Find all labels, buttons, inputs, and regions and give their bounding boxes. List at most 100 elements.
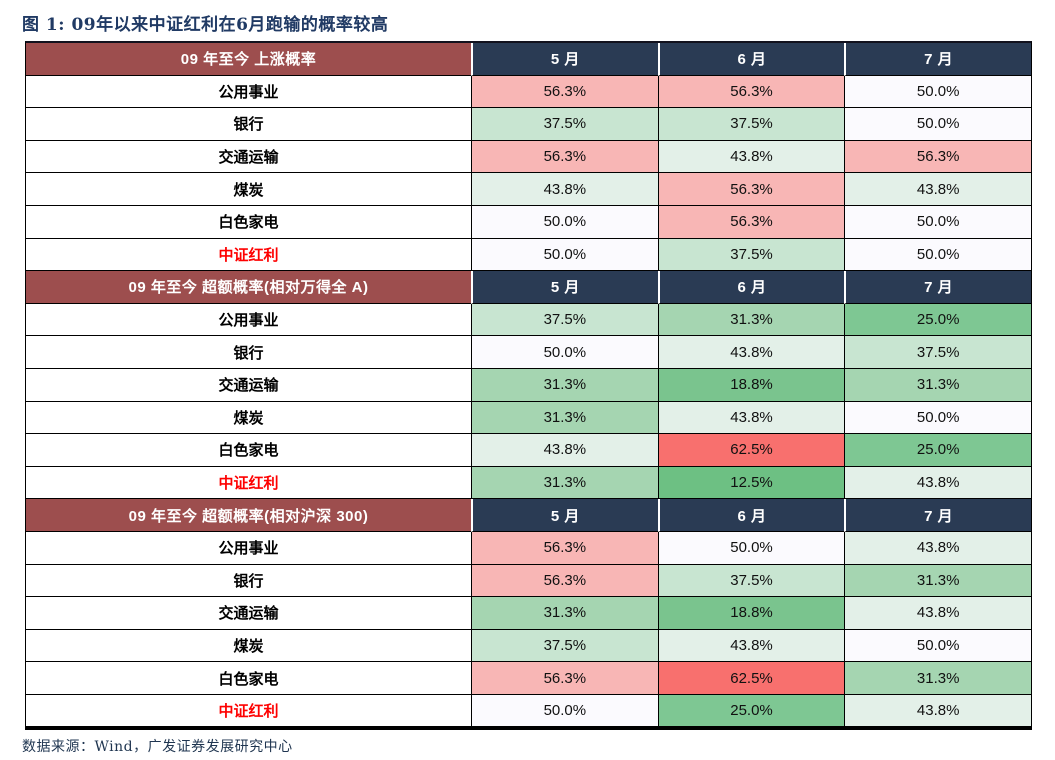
table-row: 公用事业 56.3% 50.0% 43.8% (26, 531, 1032, 565)
value-cell: 50.0% (844, 205, 1032, 239)
value-cell: 56.3% (657, 75, 845, 109)
value-cell: 50.0% (844, 401, 1032, 435)
row-label-cell: 白色家电 (26, 434, 471, 467)
value-cell: 50.0% (471, 694, 658, 728)
month-header-cell: 6 月 (657, 499, 845, 532)
value-cell: 43.8% (844, 694, 1032, 728)
row-label-cell: 中证红利 (26, 238, 471, 272)
table-row: 中证红利 50.0% 37.5% 50.0% (26, 238, 1032, 272)
table-row: 煤炭 43.8% 56.3% 43.8% (26, 173, 1032, 206)
section-title-cell: 09 年至今 上涨概率 (26, 43, 471, 76)
value-cell: 25.0% (844, 434, 1032, 467)
value-cell: 31.3% (471, 368, 658, 402)
table-row: 煤炭 31.3% 43.8% 50.0% (26, 401, 1032, 435)
row-label-cell: 公用事业 (26, 75, 471, 109)
row-label-cell: 交通运输 (26, 140, 471, 174)
value-cell: 50.0% (471, 238, 658, 272)
value-cell: 18.8% (657, 597, 845, 630)
value-cell: 43.8% (844, 466, 1032, 500)
row-label-cell: 煤炭 (26, 629, 471, 663)
value-cell: 56.3% (471, 140, 658, 174)
value-cell: 62.5% (657, 662, 845, 695)
row-label-cell: 中证红利 (26, 694, 471, 728)
section-title-cell: 09 年至今 超额概率(相对万得全 A) (26, 271, 471, 304)
value-cell: 37.5% (844, 336, 1032, 369)
table-row: 白色家电 56.3% 62.5% 31.3% (26, 662, 1032, 695)
value-cell: 37.5% (471, 629, 658, 663)
table-row: 银行 50.0% 43.8% 37.5% (26, 336, 1032, 369)
value-cell: 43.8% (657, 336, 845, 369)
figure-title: 图 1: 09年以来中证红利在6月跑输的概率较高 (22, 15, 389, 35)
value-cell: 37.5% (471, 303, 658, 337)
value-cell: 12.5% (657, 466, 845, 500)
row-label-cell: 银行 (26, 336, 471, 369)
value-cell: 37.5% (657, 564, 845, 598)
value-cell: 50.0% (844, 629, 1032, 663)
section-title-cell: 09 年至今 超额概率(相对沪深 300) (26, 499, 471, 532)
month-header-cell: 5 月 (471, 271, 658, 304)
table-row: 中证红利 31.3% 12.5% 43.8% (26, 466, 1032, 500)
value-cell: 56.3% (657, 173, 845, 206)
table-row: 中证红利 50.0% 25.0% 43.8% (26, 694, 1032, 728)
table-row: 白色家电 50.0% 56.3% 50.0% (26, 205, 1032, 239)
value-cell: 31.3% (657, 303, 845, 337)
value-cell: 43.8% (844, 597, 1032, 630)
row-label-cell: 中证红利 (26, 466, 471, 500)
value-cell: 43.8% (844, 173, 1032, 206)
value-cell: 31.3% (471, 401, 658, 435)
row-label-cell: 交通运输 (26, 368, 471, 402)
value-cell: 56.3% (471, 564, 658, 598)
value-cell: 31.3% (471, 597, 658, 630)
value-cell: 43.8% (471, 434, 658, 467)
month-header-cell: 7 月 (844, 271, 1032, 304)
value-cell: 50.0% (657, 531, 845, 565)
row-label-cell: 公用事业 (26, 303, 471, 337)
row-label-cell: 白色家电 (26, 662, 471, 695)
table-row: 银行 37.5% 37.5% 50.0% (26, 108, 1032, 141)
value-cell: 56.3% (657, 205, 845, 239)
table-row: 交通运输 56.3% 43.8% 56.3% (26, 140, 1032, 174)
table-row: 公用事业 56.3% 56.3% 50.0% (26, 75, 1032, 109)
table-row: 白色家电 43.8% 62.5% 25.0% (26, 434, 1032, 467)
value-cell: 25.0% (657, 694, 845, 728)
value-cell: 25.0% (844, 303, 1032, 337)
value-cell: 50.0% (844, 75, 1032, 109)
value-cell: 31.3% (471, 466, 658, 500)
row-label-cell: 煤炭 (26, 401, 471, 435)
value-cell: 50.0% (844, 238, 1032, 272)
row-label-cell: 银行 (26, 564, 471, 598)
month-header-cell: 5 月 (471, 499, 658, 532)
month-header-cell: 6 月 (657, 43, 845, 76)
row-label-cell: 交通运输 (26, 597, 471, 630)
value-cell: 31.3% (844, 564, 1032, 598)
value-cell: 37.5% (471, 108, 658, 141)
value-cell: 50.0% (844, 108, 1032, 141)
month-header-cell: 6 月 (657, 271, 845, 304)
row-label-cell: 煤炭 (26, 173, 471, 206)
value-cell: 43.8% (844, 531, 1032, 565)
table-row: 交通运输 31.3% 18.8% 31.3% (26, 368, 1032, 402)
month-header-cell: 7 月 (844, 499, 1032, 532)
value-cell: 56.3% (471, 662, 658, 695)
table-row: 银行 56.3% 37.5% 31.3% (26, 564, 1032, 598)
value-cell: 56.3% (471, 75, 658, 109)
value-cell: 31.3% (844, 662, 1032, 695)
value-cell: 56.3% (844, 140, 1032, 174)
data-source-note: 数据来源：Wind，广发证券发展研究中心 (22, 739, 293, 755)
value-cell: 43.8% (657, 140, 845, 174)
month-header-cell: 5 月 (471, 43, 658, 76)
table-row: 煤炭 37.5% 43.8% 50.0% (26, 629, 1032, 663)
table-row: 交通运输 31.3% 18.8% 43.8% (26, 597, 1032, 630)
value-cell: 56.3% (471, 531, 658, 565)
value-cell: 43.8% (657, 629, 845, 663)
value-cell: 37.5% (657, 238, 845, 272)
value-cell: 43.8% (471, 173, 658, 206)
row-label-cell: 银行 (26, 108, 471, 141)
row-label-cell: 公用事业 (26, 531, 471, 565)
value-cell: 43.8% (657, 401, 845, 435)
value-cell: 18.8% (657, 368, 845, 402)
